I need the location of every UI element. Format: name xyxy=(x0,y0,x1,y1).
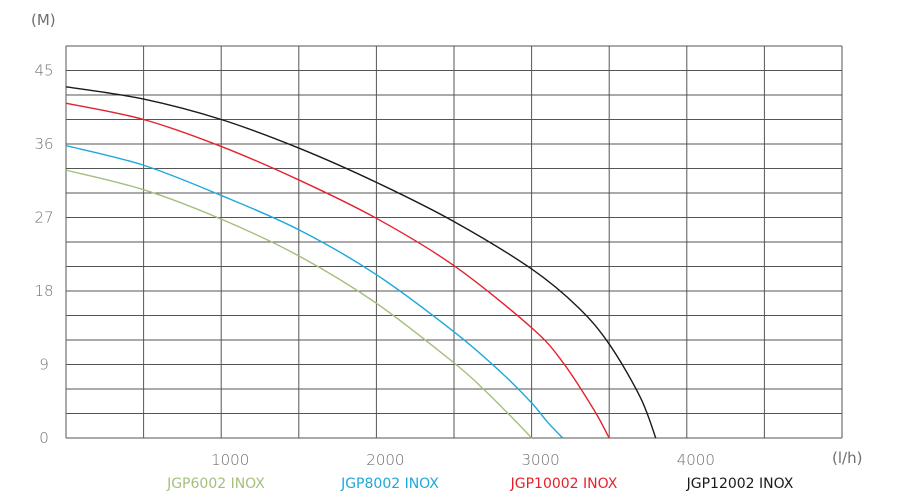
x-tick-label: 2000 xyxy=(366,451,404,469)
series-lines xyxy=(65,86,657,439)
y-tick-label: 18 xyxy=(34,282,53,300)
legend-entry: JGP6002 INOX xyxy=(166,476,265,492)
series-line-jgp12002-inox xyxy=(65,86,657,439)
y-tick-label: 27 xyxy=(34,209,53,227)
legend-entry: JGP10002 INOX xyxy=(510,476,618,492)
legend: JGP6002 INOX JGP8002 INOX JGP10002 INOX JGP… xyxy=(166,476,794,492)
x-axis-label: (l/h) xyxy=(832,449,862,467)
x-tick-labels: 1000 2000 3000 4000 xyxy=(211,451,715,469)
legend-entry: JGP8002 INOX xyxy=(340,476,439,492)
y-tick-label: 36 xyxy=(34,135,53,153)
y-tick-label: 0 xyxy=(39,429,49,447)
grid xyxy=(65,45,843,439)
y-tick-label: 45 xyxy=(34,62,53,80)
x-tick-label: 3000 xyxy=(522,451,560,469)
x-tick-label: 4000 xyxy=(677,451,715,469)
y-tick-labels: 0 9 18 27 36 45 xyxy=(34,62,53,448)
x-tick-label: 1000 xyxy=(211,451,249,469)
series-line-jgp8002-inox xyxy=(65,144,564,439)
y-tick-label: 9 xyxy=(39,356,49,374)
series-line-jgp6002-inox xyxy=(65,169,533,439)
y-axis-label: (M) xyxy=(31,11,56,29)
legend-entry: JGP12002 INOX xyxy=(686,476,794,492)
series-line-jgp10002-inox xyxy=(65,102,610,439)
